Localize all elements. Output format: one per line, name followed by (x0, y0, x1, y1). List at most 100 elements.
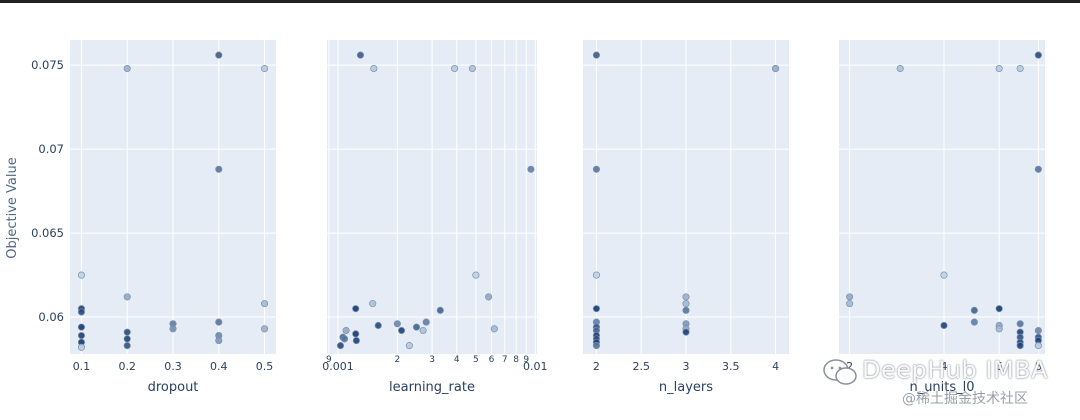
data-point (1034, 51, 1042, 59)
data-point (995, 325, 1003, 333)
x-tick-label: 3.5 (722, 360, 740, 373)
data-point (772, 64, 780, 73)
data-point (352, 337, 360, 345)
y-tick-label: 0.07 (38, 142, 64, 156)
plot-area (839, 40, 1045, 354)
data-point (1016, 64, 1024, 73)
watermark-title: DeepHub IMBA (862, 356, 1049, 384)
data-point (123, 293, 131, 301)
data-point (1034, 342, 1042, 350)
data-point (422, 318, 430, 326)
data-point (336, 342, 345, 350)
x-tick-label: 0.5 (256, 360, 274, 373)
data-point (682, 306, 690, 314)
data-point (215, 165, 223, 173)
data-point (261, 325, 269, 333)
data-point (123, 335, 131, 343)
data-point (405, 342, 413, 350)
subplot-n_layers: 2 2.5 3 3.5 4 n_layers (583, 40, 789, 395)
x-tick-label: 0.1 (73, 360, 91, 373)
x-axis-label: dropout (148, 380, 199, 395)
data-point (261, 300, 269, 308)
data-point (370, 64, 378, 73)
watermark-subtitle: @稀土掘金技术社区 (902, 391, 1028, 407)
data-point (995, 64, 1003, 73)
x-axis-label: n_layers (659, 380, 713, 395)
data-point (123, 64, 131, 73)
data-point (472, 271, 480, 279)
data-point (592, 305, 600, 313)
data-point (1034, 326, 1042, 335)
x-tick-label: 5 (473, 355, 479, 365)
data-point (123, 342, 131, 350)
top-border (0, 0, 1080, 3)
data-point (682, 300, 690, 308)
data-point (468, 64, 476, 73)
x-tick-label: 7 (502, 355, 508, 365)
x-tick-label: 4 (454, 355, 460, 365)
data-point (352, 330, 360, 338)
wechat-icon (823, 359, 857, 385)
x-tick-label: 4 (772, 360, 779, 373)
y-tick-label: 0.06 (38, 310, 64, 324)
x-tick-label: 2 (846, 360, 853, 373)
data-point (77, 308, 85, 316)
data-point (995, 305, 1003, 313)
x-axis-label: n_units_l0 (909, 380, 974, 395)
data-point (1016, 342, 1024, 350)
x-tick-label: 3 (683, 360, 690, 373)
data-point (592, 342, 600, 350)
data-point (215, 51, 223, 59)
data-point (485, 293, 493, 301)
watermark: DeepHub IMBA @稀土掘金技术社区 (812, 350, 1074, 414)
x-tick-label: 0.3 (164, 360, 182, 373)
data-point (490, 325, 498, 333)
data-point (369, 300, 377, 308)
data-point (970, 306, 978, 314)
data-point (123, 328, 131, 336)
data-point (77, 323, 85, 331)
data-point (436, 306, 444, 314)
subplot-n_units_l0: 2 4 6 8 n_units_l0 (839, 40, 1045, 395)
data-point (682, 328, 690, 336)
data-point (592, 271, 600, 279)
y-tick-label: 0.065 (31, 226, 64, 240)
data-point (970, 318, 978, 326)
data-point (393, 320, 401, 328)
data-point (77, 343, 85, 351)
data-point (215, 337, 223, 345)
x-tick-label: 2 (394, 355, 400, 365)
data-point (77, 331, 85, 340)
data-point (341, 335, 349, 343)
data-point (451, 64, 459, 73)
data-point (940, 321, 948, 330)
x-tick-label: 9 (326, 355, 332, 365)
x-axis-label: learning_rate (389, 380, 475, 395)
data-point (169, 325, 177, 333)
data-point (261, 64, 269, 73)
x-tick-label: 0.01 (523, 360, 548, 373)
data-point (592, 51, 600, 59)
data-point (374, 321, 382, 330)
data-point (1016, 320, 1024, 328)
data-point (940, 271, 948, 279)
data-point (846, 293, 854, 301)
y-tick-label: 0.075 (31, 58, 64, 72)
x-tick-label: 8 (1035, 360, 1042, 373)
x-tick-label: 2.5 (632, 360, 650, 373)
data-point (215, 318, 223, 326)
data-point (592, 165, 600, 173)
data-point (412, 323, 421, 331)
data-point (896, 64, 904, 73)
x-tick-label: 0.4 (210, 360, 228, 373)
data-point (342, 326, 350, 335)
x-tick-label: 3 (429, 355, 435, 365)
x-tick-label: 6 (996, 360, 1003, 373)
data-point (846, 300, 854, 308)
data-point (397, 326, 406, 335)
data-point (77, 271, 85, 279)
data-point (682, 293, 690, 301)
x-tick-label: 9 (523, 355, 529, 365)
